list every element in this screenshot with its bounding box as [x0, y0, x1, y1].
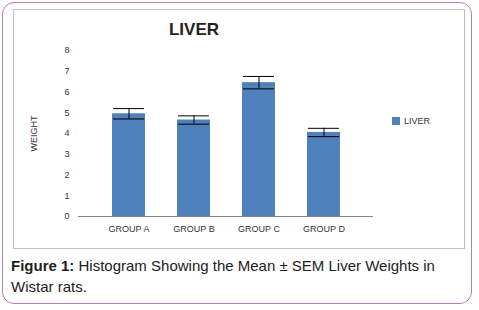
svg-text:WEIGHT: WEIGHT [29, 115, 39, 151]
svg-text:7: 7 [64, 66, 69, 76]
svg-text:GROUP A: GROUP A [109, 224, 150, 234]
svg-text:2: 2 [64, 170, 69, 180]
svg-text:4: 4 [64, 128, 69, 138]
svg-text:3: 3 [64, 149, 69, 159]
svg-text:GROUP D: GROUP D [303, 224, 345, 234]
svg-text:GROUP B: GROUP B [173, 224, 214, 234]
svg-text:0: 0 [64, 211, 69, 221]
svg-text:6: 6 [64, 87, 69, 97]
svg-text:GROUP C: GROUP C [238, 224, 280, 234]
html-text:LIVER: LIVER [404, 116, 430, 126]
html-text:Figure 1: Histogram Showing th: Figure 1: Histogram Showing the Mean ± S… [11, 257, 435, 295]
svg-text:8: 8 [64, 45, 69, 55]
html-text:LIVER: LIVER [169, 20, 219, 39]
svg-text:5: 5 [64, 108, 69, 118]
svg-text:1: 1 [64, 191, 69, 201]
